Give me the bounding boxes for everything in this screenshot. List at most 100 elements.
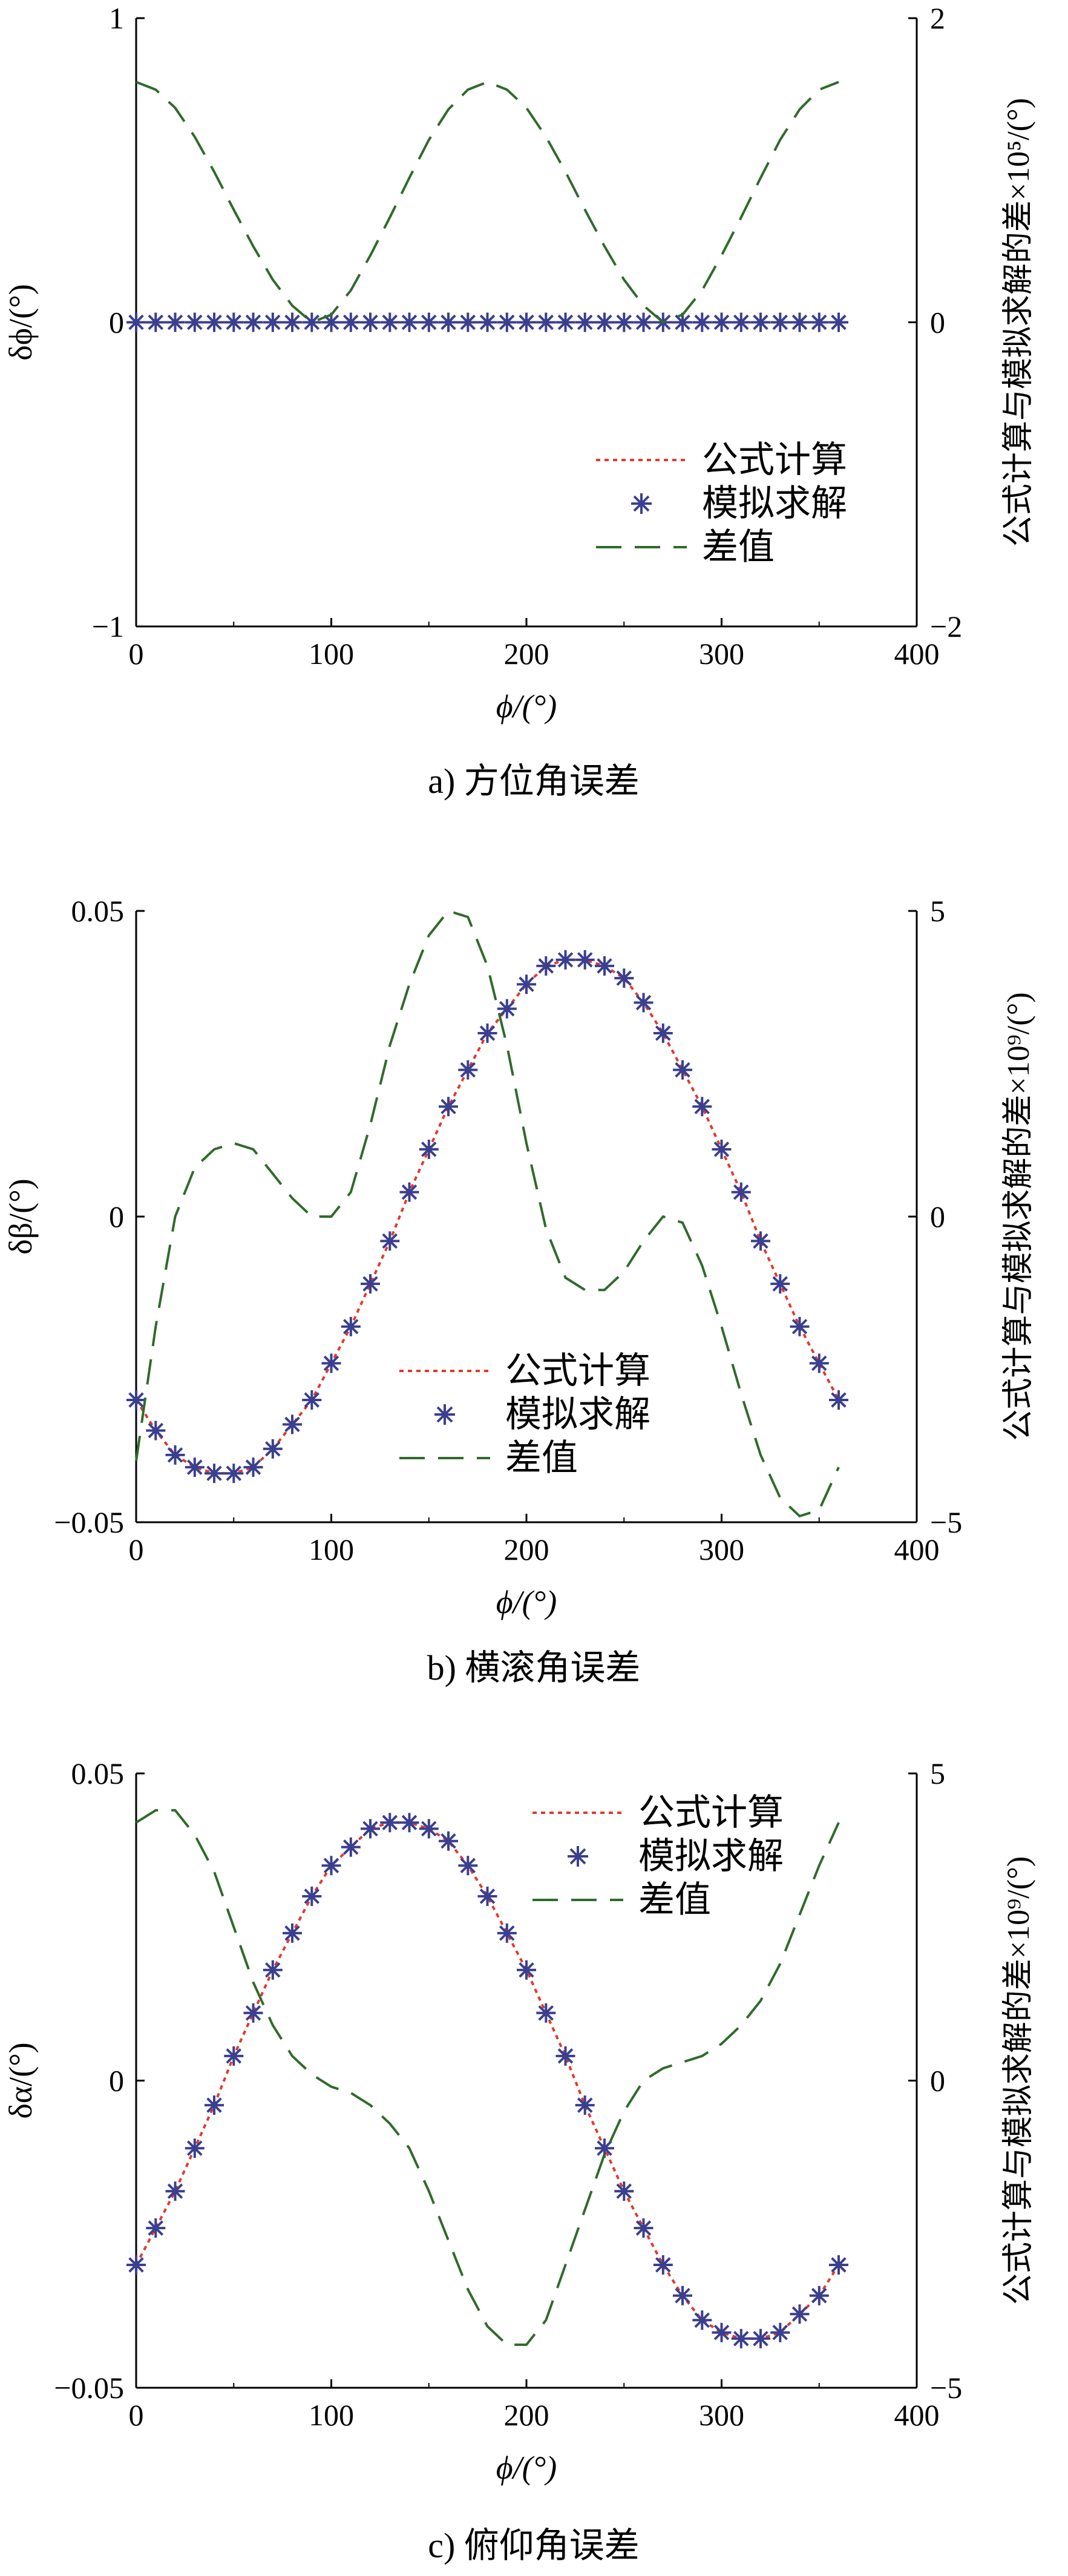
series-point-simulation — [439, 1097, 458, 1117]
series-point-simulation — [146, 2218, 166, 2238]
series-point-simulation — [770, 2322, 790, 2342]
y-left-tick-label: −0.05 — [54, 1505, 124, 1539]
series-point-simulation — [653, 1024, 673, 1043]
series-point-simulation — [458, 1856, 478, 1876]
series-point-simulation — [517, 1960, 536, 1980]
series-point-simulation — [165, 312, 185, 332]
series-point-simulation — [165, 2181, 185, 2201]
y-left-tick-label: 0 — [109, 1200, 124, 1234]
series-point-simulation — [477, 1887, 497, 1906]
y-left-axis-label: δα/(°) — [2, 2042, 39, 2118]
series-point-simulation — [126, 312, 146, 332]
series-point-simulation — [829, 312, 848, 332]
series-point-simulation — [224, 2046, 244, 2066]
figure-caption: a) 方位角误差 — [428, 761, 640, 801]
series-point-simulation — [380, 1813, 400, 1833]
series-point-simulation — [243, 1457, 263, 1477]
x-tick-label: 0 — [129, 1533, 144, 1566]
series-point-simulation — [673, 2285, 692, 2305]
y-left-axis-label: δϕ/(°) — [2, 284, 39, 360]
y-left-axis-label: δβ/(°) — [2, 1178, 39, 1254]
y-right-tick-label: 5 — [930, 894, 945, 928]
series-point-simulation — [595, 2138, 614, 2158]
legend-label: 公式计算 — [505, 1351, 650, 1391]
series-point-simulation — [361, 1274, 380, 1294]
series-point-simulation — [575, 950, 595, 970]
x-tick-label: 300 — [699, 637, 744, 671]
series-point-simulation — [341, 312, 361, 332]
series-point-simulation — [497, 1923, 517, 1943]
series-point-simulation — [555, 2046, 575, 2066]
y-left-tick-label: 1 — [109, 1, 124, 35]
y-left-tick-label: 0.05 — [71, 894, 125, 928]
series-point-simulation — [536, 2003, 556, 2023]
series-point-simulation — [770, 312, 790, 332]
series-point-simulation — [692, 312, 712, 332]
series-point-simulation — [477, 1024, 497, 1043]
series-point-simulation — [380, 1231, 400, 1251]
series-point-simulation — [712, 312, 732, 332]
legend-label: 模拟求解 — [638, 1836, 784, 1876]
series-point-simulation — [614, 968, 634, 988]
series-point-simulation — [517, 974, 536, 994]
series-point-simulation — [380, 312, 400, 332]
y-right-axis-label: 公式计算与模拟求解的差×10⁵/(°) — [1001, 98, 1036, 547]
y-left-tick-label: 0 — [109, 2064, 124, 2098]
legend-swatch-simulation — [434, 1404, 455, 1425]
series-point-simulation — [205, 312, 224, 332]
x-axis-label: ϕ/(°) — [496, 688, 557, 724]
series-point-simulation — [497, 312, 517, 332]
series-point-simulation — [731, 1182, 751, 1202]
y-right-axis-label: 公式计算与模拟求解的差×10⁹/(°) — [1001, 992, 1036, 1441]
legend-label: 模拟求解 — [702, 484, 847, 524]
y-right-tick-label: 2 — [930, 1, 945, 35]
series-line-difference — [136, 80, 839, 324]
series-point-simulation — [751, 1231, 770, 1251]
series-point-simulation — [555, 312, 575, 332]
y-right-tick-label: 0 — [930, 2064, 945, 2098]
x-axis-label: ϕ/(°) — [496, 2450, 557, 2486]
x-tick-label: 300 — [699, 2398, 744, 2432]
x-tick-label: 0 — [129, 637, 144, 671]
series-point-simulation — [673, 1060, 692, 1080]
series-point-simulation — [263, 1960, 283, 1980]
x-tick-label: 400 — [894, 2398, 940, 2432]
series-point-simulation — [419, 312, 439, 332]
series-point-simulation — [458, 312, 478, 332]
legend-label: 公式计算 — [702, 440, 847, 480]
series-point-simulation — [439, 312, 458, 332]
series-point-simulation — [634, 2218, 654, 2238]
series-point-simulation — [321, 1856, 341, 1876]
series-point-simulation — [458, 1060, 478, 1080]
series-point-simulation — [614, 2181, 634, 2201]
x-tick-label: 100 — [309, 2398, 354, 2432]
series-point-simulation — [634, 993, 654, 1013]
series-point-simulation — [399, 1182, 419, 1202]
x-tick-label: 400 — [894, 1533, 940, 1566]
series-point-simulation — [321, 1353, 341, 1373]
series-point-simulation — [185, 2138, 205, 2158]
series-point-simulation — [126, 2255, 146, 2275]
series-point-simulation — [283, 1923, 302, 1943]
y-right-tick-label: 0 — [930, 306, 945, 340]
series-point-simulation — [751, 312, 770, 332]
series-point-simulation — [399, 312, 419, 332]
legend-swatch-simulation — [631, 493, 652, 514]
y-left-tick-label: −1 — [92, 610, 124, 643]
y-right-tick-label: 5 — [930, 1756, 945, 1790]
series-point-simulation — [712, 2322, 732, 2342]
series-point-simulation — [634, 312, 654, 332]
series-point-simulation — [809, 312, 829, 332]
series-point-simulation — [146, 1421, 166, 1441]
series-point-simulation — [283, 1414, 302, 1434]
legend-label: 差值 — [638, 1880, 711, 1920]
series-point-simulation — [185, 312, 205, 332]
y-right-axis-label: 公式计算与模拟求解的差×10⁹/(°) — [1001, 1856, 1036, 2305]
y-right-tick-label: 0 — [930, 1200, 945, 1234]
legend-label: 模拟求解 — [505, 1395, 650, 1434]
series-point-simulation — [712, 1139, 732, 1159]
series-point-simulation — [829, 2255, 848, 2275]
series-line-difference — [135, 909, 840, 1518]
